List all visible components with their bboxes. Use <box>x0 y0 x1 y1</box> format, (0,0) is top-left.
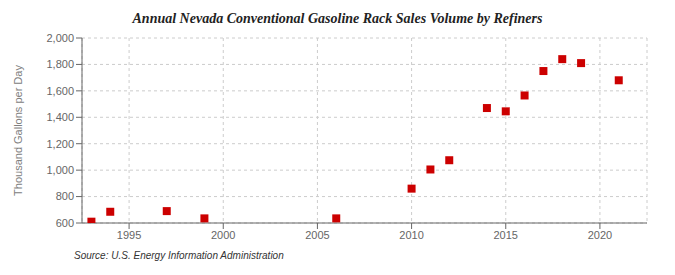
svg-text:2005: 2005 <box>305 229 329 241</box>
svg-text:1,800: 1,800 <box>46 58 74 70</box>
svg-text:1,600: 1,600 <box>46 85 74 97</box>
svg-text:2,000: 2,000 <box>46 32 74 44</box>
svg-text:1995: 1995 <box>117 229 141 241</box>
html-text:Source: U.S. Energy Informatio: Source: U.S. Energy Information Administ… <box>74 250 284 261</box>
svg-text:1,400: 1,400 <box>46 111 74 123</box>
svg-text:2010: 2010 <box>399 229 423 241</box>
svg-text:Thousand Gallons per Day: Thousand Gallons per Day <box>12 65 24 196</box>
svg-text:1,200: 1,200 <box>46 138 74 150</box>
svg-text:600: 600 <box>56 217 74 229</box>
svg-text:2015: 2015 <box>494 229 518 241</box>
svg-text:2000: 2000 <box>211 229 235 241</box>
svg-text:800: 800 <box>56 190 74 202</box>
svg-text:1,000: 1,000 <box>46 164 74 176</box>
html-text:Annual Nevada Conventional Gas: Annual Nevada Conventional Gasoline Rack… <box>132 11 543 26</box>
svg-text:2020: 2020 <box>588 229 612 241</box>
